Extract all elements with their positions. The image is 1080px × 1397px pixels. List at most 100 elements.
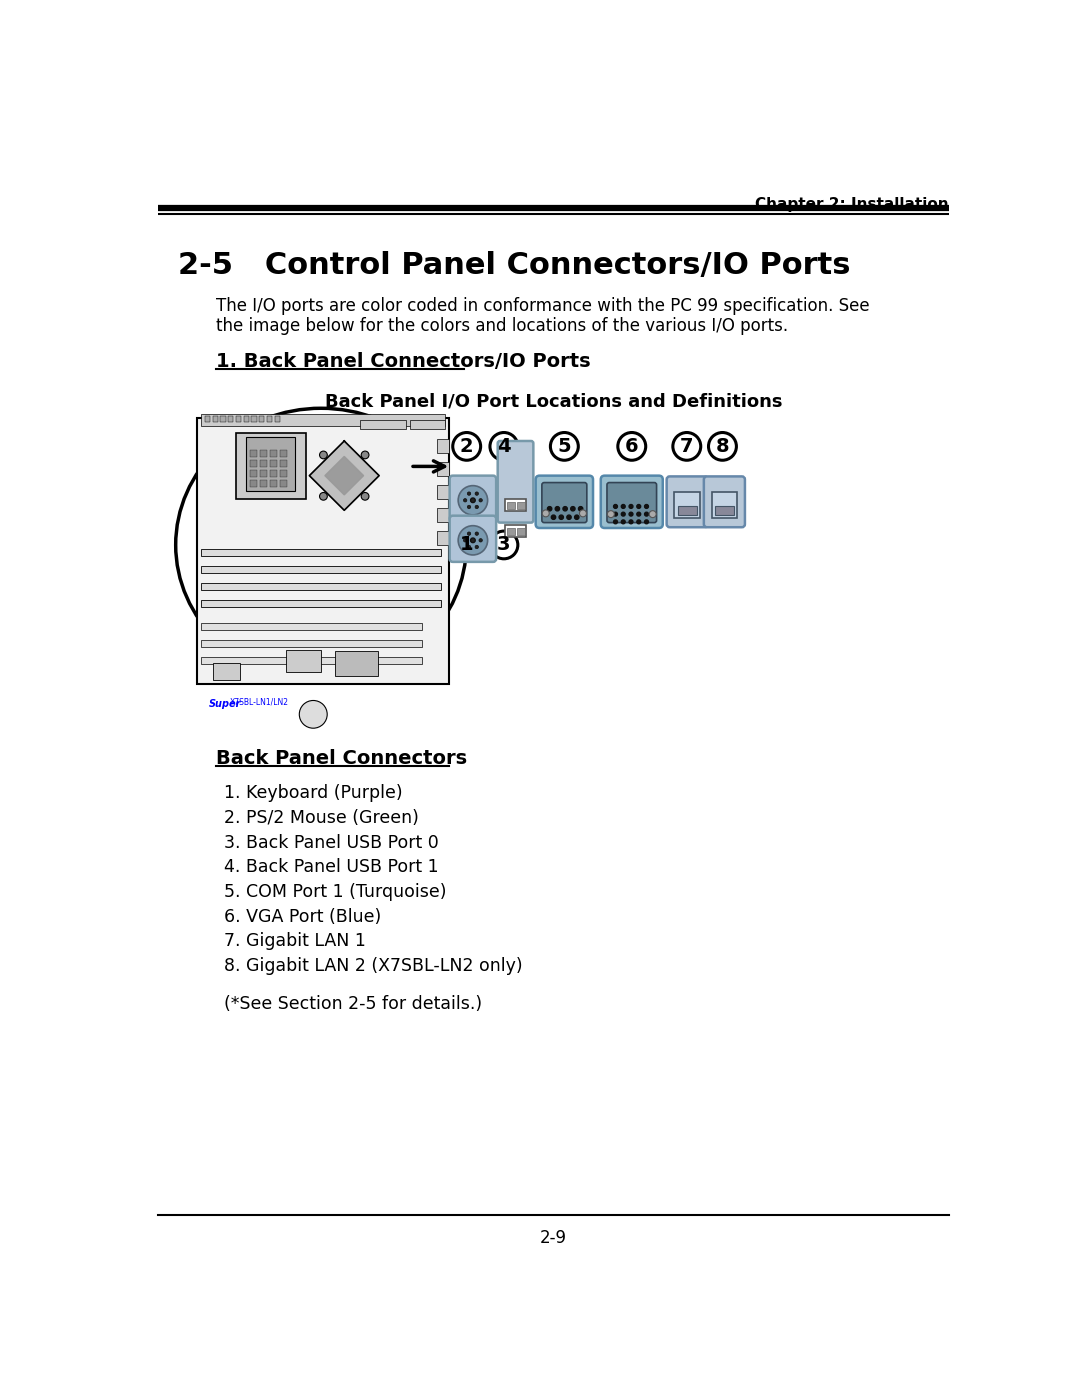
FancyBboxPatch shape [498,441,534,522]
Circle shape [637,513,640,515]
Bar [410,420,445,429]
FancyBboxPatch shape [600,475,663,528]
FancyBboxPatch shape [704,476,745,527]
Bar [674,492,700,518]
Circle shape [361,451,369,458]
Circle shape [563,507,567,511]
Circle shape [555,507,559,511]
Circle shape [629,504,633,509]
Bar [270,450,276,457]
Bar [517,528,525,535]
Bar [260,481,267,488]
Polygon shape [325,457,364,495]
Bar [715,506,734,515]
Circle shape [645,504,648,509]
Bar [201,640,422,647]
Circle shape [478,499,483,502]
Text: 2: 2 [460,437,473,455]
Bar [437,485,449,499]
Bar [235,433,306,499]
Circle shape [607,511,615,518]
Text: Back Panel I/O Port Locations and Definitions: Back Panel I/O Port Locations and Defini… [325,393,782,411]
Circle shape [320,493,327,500]
Circle shape [299,700,327,728]
Circle shape [645,520,648,524]
Text: 1. Keyboard (Purple): 1. Keyboard (Purple) [225,784,403,802]
Bar [197,418,449,683]
Circle shape [475,506,478,509]
FancyBboxPatch shape [536,475,593,528]
Text: 2-5   Control Panel Connectors/IO Ports: 2-5 Control Panel Connectors/IO Ports [177,251,850,279]
Bar [335,651,378,676]
Bar [220,416,226,422]
Bar [213,416,218,422]
Circle shape [613,513,618,515]
Bar [286,651,321,672]
Bar [280,450,287,457]
Text: 7: 7 [680,437,693,455]
Bar [201,414,445,426]
Circle shape [637,504,640,509]
Circle shape [621,520,625,524]
Bar [437,439,449,453]
Bar [201,657,422,664]
Text: (*See Section 2-5 for details.): (*See Section 2-5 for details.) [225,996,483,1013]
Text: 5. COM Port 1 (Turquoise): 5. COM Port 1 (Turquoise) [225,883,447,901]
Bar [201,583,441,591]
Circle shape [613,520,618,524]
FancyBboxPatch shape [449,475,496,522]
Text: 6. VGA Port (Blue): 6. VGA Port (Blue) [225,908,381,926]
Circle shape [478,539,483,542]
Text: 8. Gigabit LAN 2 (X7SBL-LN2 only): 8. Gigabit LAN 2 (X7SBL-LN2 only) [225,957,523,975]
Circle shape [579,507,583,511]
Bar [259,416,265,422]
Text: 4. Back Panel USB Port 1: 4. Back Panel USB Port 1 [225,858,438,876]
Text: 2-9: 2-9 [540,1229,567,1246]
Bar [249,481,257,488]
Text: Super: Super [208,698,241,708]
Bar [712,492,738,518]
FancyBboxPatch shape [449,515,496,562]
Bar [267,416,272,422]
Circle shape [629,520,633,524]
Circle shape [468,506,471,509]
Bar [517,502,525,509]
Bar [260,471,267,478]
Polygon shape [309,441,379,510]
Bar [507,502,515,509]
Text: 4: 4 [497,437,511,455]
Circle shape [542,510,550,517]
Bar [201,599,441,608]
Text: 5: 5 [557,437,571,455]
Bar [270,471,276,478]
Bar [437,462,449,475]
Circle shape [567,515,571,520]
FancyBboxPatch shape [542,482,586,522]
Bar [246,437,296,490]
Text: 6: 6 [625,437,638,455]
Bar [504,499,526,511]
Bar [260,450,267,457]
Bar [249,471,257,478]
Circle shape [580,510,586,517]
Bar [205,416,211,422]
FancyBboxPatch shape [666,476,707,527]
Circle shape [468,492,471,496]
Circle shape [551,515,556,520]
Bar [243,416,248,422]
Bar [360,420,406,429]
Bar [249,450,257,457]
Circle shape [559,515,564,520]
Circle shape [548,507,552,511]
Bar [252,416,257,422]
Circle shape [468,545,471,549]
Text: 7. Gigabit LAN 1: 7. Gigabit LAN 1 [225,932,366,950]
Text: The I/O ports are color coded in conformance with the PC 99 specification. See: The I/O ports are color coded in conform… [216,298,870,314]
Bar [280,460,287,467]
Circle shape [458,525,488,555]
Bar [280,481,287,488]
Text: 3. Back Panel USB Port 0: 3. Back Panel USB Port 0 [225,834,438,852]
Circle shape [649,511,657,518]
Text: 1: 1 [460,535,473,555]
Text: Chapter 2: Installation: Chapter 2: Installation [755,197,948,212]
